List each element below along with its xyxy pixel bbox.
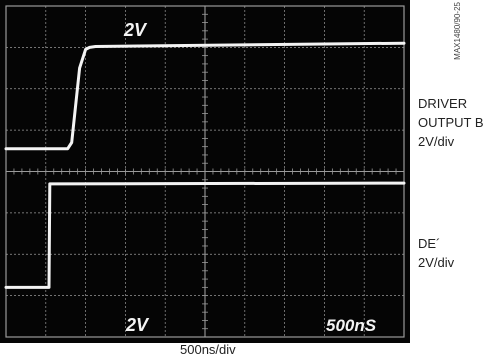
time-scale-annotation: 500nS — [326, 316, 377, 335]
channel2-name: DE´ — [418, 236, 441, 251]
channel1-scale: 2V/div — [418, 134, 455, 149]
screen-annotations: 2V 2V 500nS — [123, 20, 377, 335]
oscilloscope-plot: 2V 2V 500nS — [0, 0, 410, 343]
top-scale-annotation: 2V — [123, 20, 148, 40]
traces — [4, 41, 406, 289]
bottom-scale-annotation: 2V — [125, 315, 150, 335]
graticule — [5, 5, 405, 338]
channel1-name-line1: DRIVER — [418, 96, 468, 111]
de-label: DE´ 2V/div — [418, 234, 454, 272]
figure-id: MAX1480/90-25 — [453, 2, 462, 60]
x-axis-label: 500ns/div — [180, 342, 236, 357]
driver-output-b-trace — [4, 41, 406, 151]
channel2-scale: 2V/div — [418, 255, 455, 270]
channel1-name-line2: OUTPUT B — [418, 115, 484, 130]
de-trace — [4, 181, 406, 289]
oscilloscope-screen: 2V 2V 500nS — [0, 0, 410, 343]
driver-output-b-label: DRIVER OUTPUT B 2V/div — [418, 94, 484, 151]
